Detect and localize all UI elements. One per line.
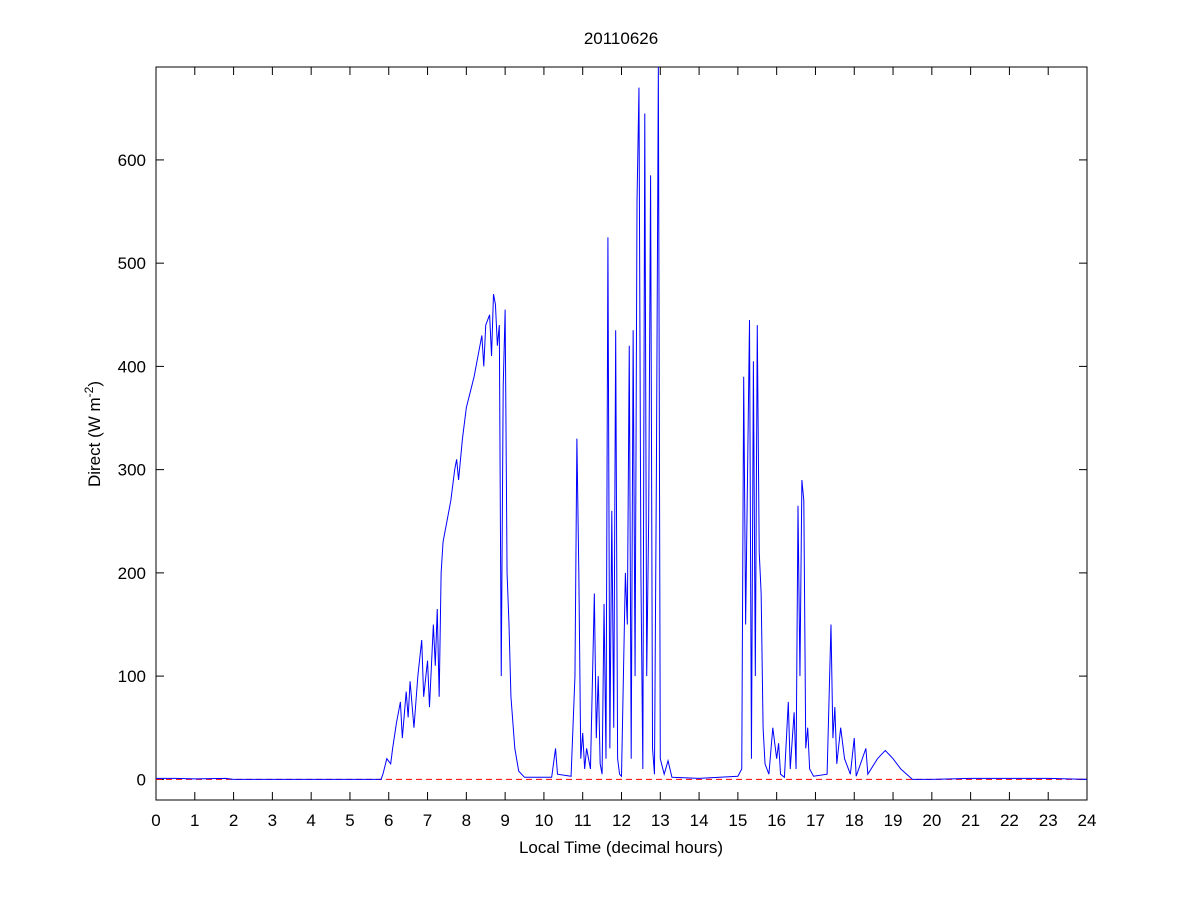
y-tick-label: 300 xyxy=(118,461,146,480)
x-tick-label: 20 xyxy=(922,811,941,830)
x-tick-label: 17 xyxy=(806,811,825,830)
y-label-tail: ) xyxy=(85,381,104,387)
x-tick-label: 3 xyxy=(268,811,277,830)
data-line xyxy=(156,66,1088,780)
x-tick-label: 23 xyxy=(1039,811,1058,830)
y-label-sup: -2 xyxy=(82,386,96,397)
y-label-text: Direct (W m xyxy=(85,397,104,487)
x-tick-label: 13 xyxy=(651,811,670,830)
x-tick-label: 24 xyxy=(1078,811,1097,830)
y-axis-label: Direct (W m-2) xyxy=(82,381,104,487)
x-tick-label: 7 xyxy=(423,811,432,830)
x-tick-label: 22 xyxy=(1000,811,1019,830)
x-tick-label: 11 xyxy=(574,811,592,830)
x-tick-label: 16 xyxy=(767,811,786,830)
x-tick-label: 9 xyxy=(500,811,509,830)
x-tick-label: 8 xyxy=(462,811,471,830)
x-tick-label: 0 xyxy=(151,811,160,830)
x-tick-label: 14 xyxy=(690,811,709,830)
x-tick-label: 21 xyxy=(961,811,980,830)
x-tick-label: 18 xyxy=(845,811,864,830)
y-tick-label: 600 xyxy=(118,151,146,170)
chart-title: 20110626 xyxy=(584,29,658,48)
x-tick-label: 12 xyxy=(612,811,631,830)
y-tick-label: 100 xyxy=(118,667,146,686)
y-tick-label: 0 xyxy=(137,770,146,789)
x-tick-label: 2 xyxy=(229,811,238,830)
x-tick-label: 5 xyxy=(345,811,354,830)
y-tick-label: 200 xyxy=(118,564,146,583)
x-tick-label: 6 xyxy=(384,811,393,830)
x-tick-label: 15 xyxy=(728,811,747,830)
x-axis-label: Local Time (decimal hours) xyxy=(519,838,723,857)
x-tick-label: 19 xyxy=(884,811,903,830)
y-tick-label: 400 xyxy=(118,357,146,376)
plot-frame xyxy=(155,66,1088,801)
x-tick-label: 4 xyxy=(306,811,315,830)
y-tick-label: 500 xyxy=(118,254,146,273)
x-tick-label: 1 xyxy=(190,811,199,830)
x-tick-label: 10 xyxy=(534,811,553,830)
